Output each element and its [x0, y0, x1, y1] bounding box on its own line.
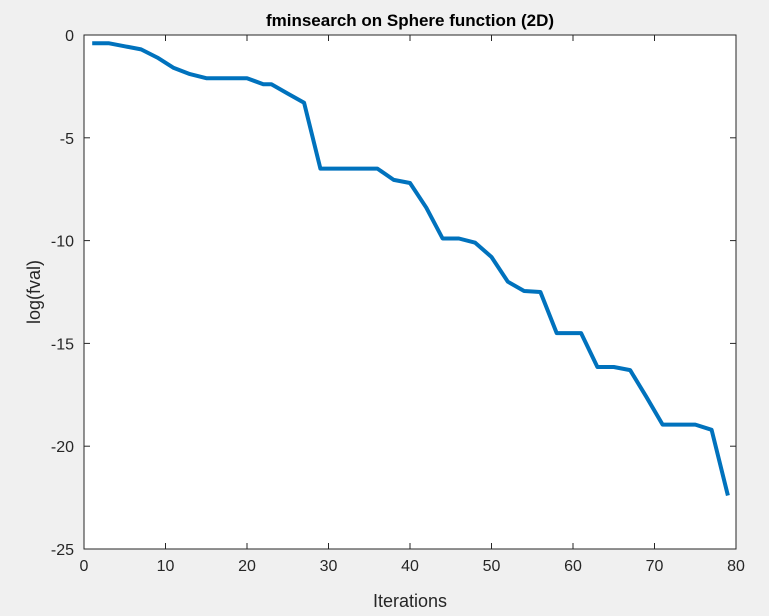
x-tick-label: 80	[727, 558, 745, 575]
y-tick-label: -25	[51, 542, 74, 559]
x-tick-label: 10	[157, 558, 175, 575]
series-line	[92, 41, 730, 496]
x-tick-label: 0	[80, 558, 89, 575]
y-tick-label: -10	[51, 234, 74, 251]
x-tick-label: 40	[401, 558, 419, 575]
y-axis-label: log(fval)	[24, 260, 44, 324]
plot-area	[84, 35, 736, 549]
y-tick-label: -20	[51, 439, 74, 456]
x-tick-label: 30	[320, 558, 338, 575]
x-tick-label: 20	[238, 558, 256, 575]
x-tick-label: 60	[564, 558, 582, 575]
x-tick-label: 50	[483, 558, 501, 575]
chart-title: fminsearch on Sphere function (2D)	[266, 11, 554, 30]
y-tick-label: -5	[60, 131, 74, 148]
x-tick-label: 70	[646, 558, 664, 575]
x-axis-label: Iterations	[373, 591, 447, 611]
y-tick-label: -15	[51, 336, 74, 353]
y-tick-label: 0	[65, 28, 74, 45]
